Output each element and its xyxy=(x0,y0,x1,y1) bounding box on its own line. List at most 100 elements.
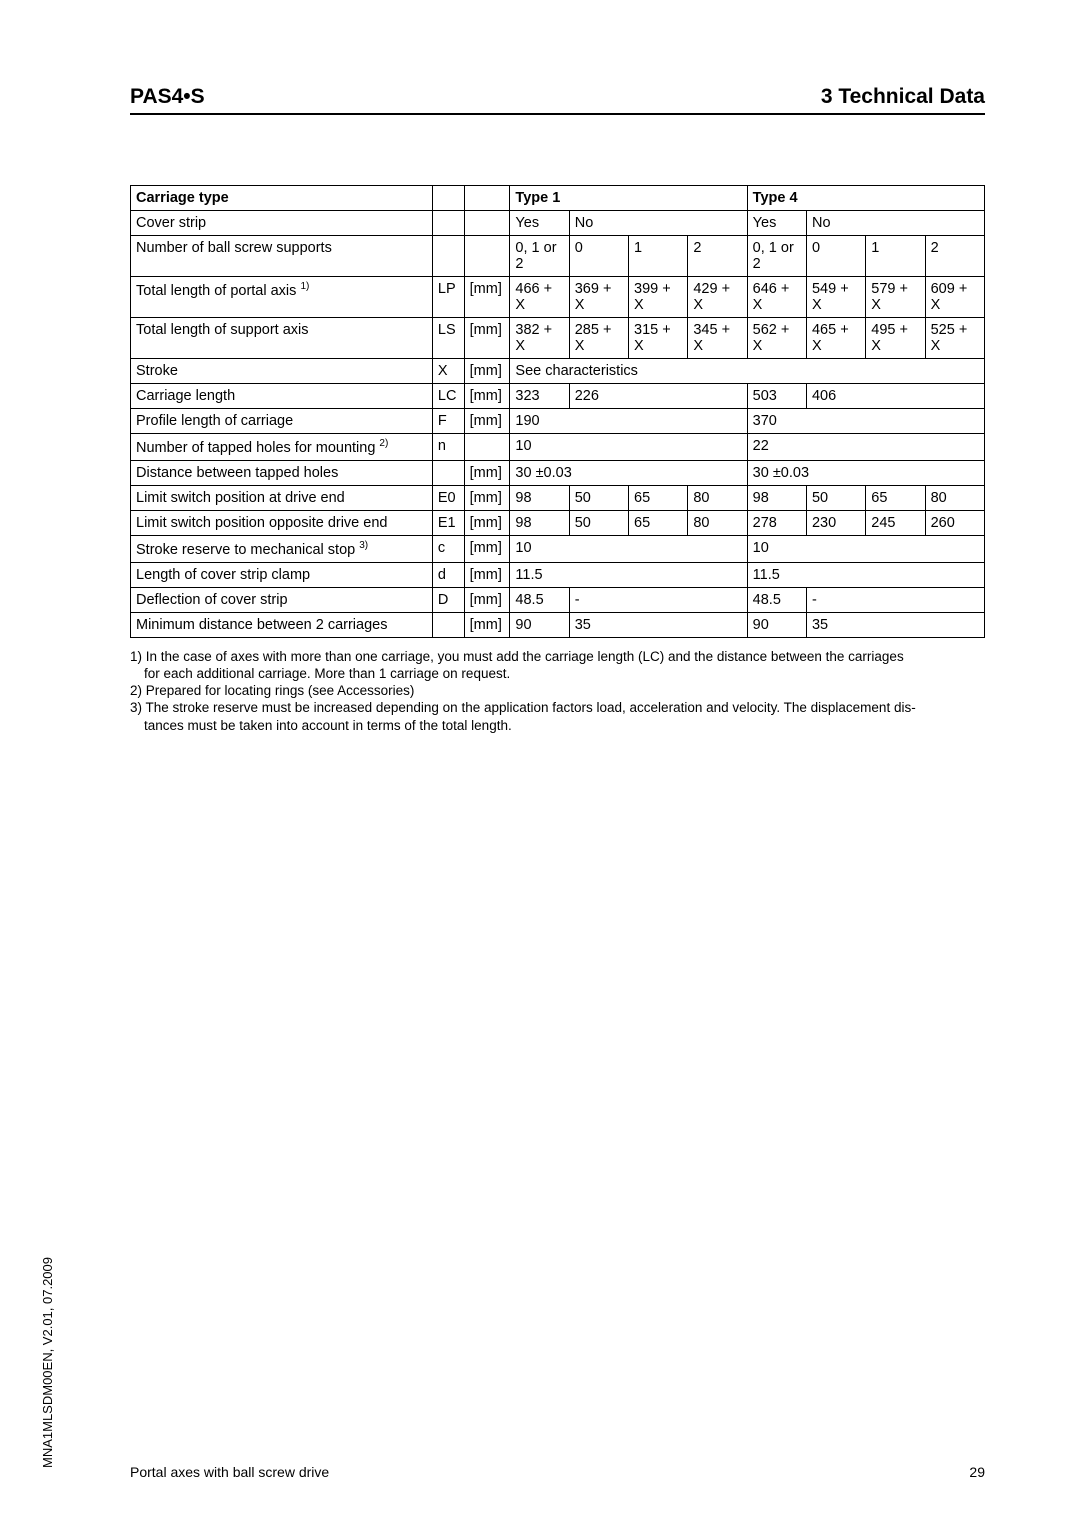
table-cell xyxy=(432,460,464,485)
technical-data-table: Carriage typeType 1Type 4Cover stripYesN… xyxy=(130,185,985,638)
table-cell: LC xyxy=(432,384,464,409)
table-row: Deflection of cover stripD[mm]48.5-48.5- xyxy=(131,587,985,612)
table-cell: 245 xyxy=(866,510,925,535)
table-cell: 0, 1 or 2 xyxy=(510,236,569,277)
param-name: Number of ball screw supports xyxy=(131,236,433,277)
table-cell: 48.5 xyxy=(510,587,569,612)
table-cell: 495 + X xyxy=(866,318,925,359)
param-name: Number of tapped holes for mounting 2) xyxy=(131,434,433,461)
table-cell: 226 xyxy=(569,384,747,409)
table-cell: 429 + X xyxy=(688,277,747,318)
table-cell: 465 + X xyxy=(806,318,865,359)
table-cell: 10 xyxy=(747,535,984,562)
table-cell: 35 xyxy=(569,612,747,637)
table-cell: [mm] xyxy=(464,460,510,485)
table-cell: No xyxy=(806,211,984,236)
table-cell: 11.5 xyxy=(747,562,984,587)
page-number: 29 xyxy=(969,1464,985,1480)
table-cell: 35 xyxy=(806,612,984,637)
table-cell: 50 xyxy=(569,510,628,535)
table-cell: 278 xyxy=(747,510,806,535)
table-cell: [mm] xyxy=(464,318,510,359)
table-cell xyxy=(432,612,464,637)
table-cell: X xyxy=(432,359,464,384)
table-cell: 285 + X xyxy=(569,318,628,359)
param-name: Stroke reserve to mechanical stop 3) xyxy=(131,535,433,562)
table-cell: [mm] xyxy=(464,562,510,587)
table-cell: No xyxy=(569,211,747,236)
param-name: Stroke xyxy=(131,359,433,384)
table-cell: 345 + X xyxy=(688,318,747,359)
table-cell: E0 xyxy=(432,485,464,510)
table-cell: 406 xyxy=(806,384,984,409)
col-header: Carriage type xyxy=(131,186,433,211)
param-name: Deflection of cover strip xyxy=(131,587,433,612)
table-cell: 2 xyxy=(925,236,984,277)
table-cell: 48.5 xyxy=(747,587,806,612)
table-cell: [mm] xyxy=(464,510,510,535)
table-row: Length of cover strip clampd[mm]11.511.5 xyxy=(131,562,985,587)
table-cell: [mm] xyxy=(464,409,510,434)
table-cell: - xyxy=(569,587,747,612)
table-cell: F xyxy=(432,409,464,434)
table-cell: 90 xyxy=(510,612,569,637)
table-cell xyxy=(464,186,510,211)
table-cell: 11.5 xyxy=(510,562,747,587)
table-row: Minimum distance between 2 carriages[mm]… xyxy=(131,612,985,637)
table-cell: 50 xyxy=(806,485,865,510)
param-name: Length of cover strip clamp xyxy=(131,562,433,587)
table-cell: d xyxy=(432,562,464,587)
table-cell: 1 xyxy=(629,236,688,277)
table-cell: 549 + X xyxy=(806,277,865,318)
param-name: Minimum distance between 2 carriages xyxy=(131,612,433,637)
table-cell: 30 ±0.03 xyxy=(747,460,984,485)
table-row: Number of tapped holes for mounting 2)n1… xyxy=(131,434,985,461)
param-name: Total length of support axis xyxy=(131,318,433,359)
footnote-1b: for each additional carriage. More than … xyxy=(130,665,985,682)
table-cell: 10 xyxy=(510,535,747,562)
page-header: PAS4•S 3 Technical Data xyxy=(130,85,985,115)
table-cell: 0 xyxy=(569,236,628,277)
param-name: Carriage length xyxy=(131,384,433,409)
table-cell: 525 + X xyxy=(925,318,984,359)
table-cell: [mm] xyxy=(464,535,510,562)
page-footer: Portal axes with ball screw drive 29 xyxy=(130,1464,985,1480)
table-cell: [mm] xyxy=(464,277,510,318)
table-cell: 646 + X xyxy=(747,277,806,318)
footnote-3a: 3) The stroke reserve must be increased … xyxy=(130,699,985,716)
table-cell: 80 xyxy=(688,510,747,535)
table-row: Total length of support axisLS[mm]382 + … xyxy=(131,318,985,359)
table-cell xyxy=(432,236,464,277)
param-name: Distance between tapped holes xyxy=(131,460,433,485)
table-cell: 65 xyxy=(629,485,688,510)
table-row: Distance between tapped holes [mm] 30 ±0.0… xyxy=(131,460,985,485)
table-cell: 609 + X xyxy=(925,277,984,318)
table-row: Carriage lengthLC[mm]323226503406 xyxy=(131,384,985,409)
doc-model: PAS4•S xyxy=(130,85,205,109)
table-cell: Yes xyxy=(747,211,806,236)
table-cell: 370 xyxy=(747,409,984,434)
table-cell: [mm] xyxy=(464,485,510,510)
table-cell: 90 xyxy=(747,612,806,637)
table-cell: c xyxy=(432,535,464,562)
section-title: 3 Technical Data xyxy=(821,85,985,109)
table-cell: 399 + X xyxy=(629,277,688,318)
table-cell: LP xyxy=(432,277,464,318)
table-cell: LS xyxy=(432,318,464,359)
table-cell: [mm] xyxy=(464,384,510,409)
param-name: Profile length of carriage xyxy=(131,409,433,434)
table-cell: Yes xyxy=(510,211,569,236)
table-cell: 0 xyxy=(806,236,865,277)
table-cell xyxy=(432,211,464,236)
table-row: Cover stripYesNoYesNo xyxy=(131,211,985,236)
table-cell xyxy=(432,186,464,211)
table-cell: [mm] xyxy=(464,359,510,384)
table-cell: 503 xyxy=(747,384,806,409)
table-row: Limit switch position at drive endE0[mm]… xyxy=(131,485,985,510)
table-cell: 98 xyxy=(747,485,806,510)
table-cell: 2 xyxy=(688,236,747,277)
table-cell: 579 + X xyxy=(866,277,925,318)
table-row: Profile length of carriageF[mm]190370 xyxy=(131,409,985,434)
table-cell: 65 xyxy=(866,485,925,510)
table-cell: 22 xyxy=(747,434,984,461)
